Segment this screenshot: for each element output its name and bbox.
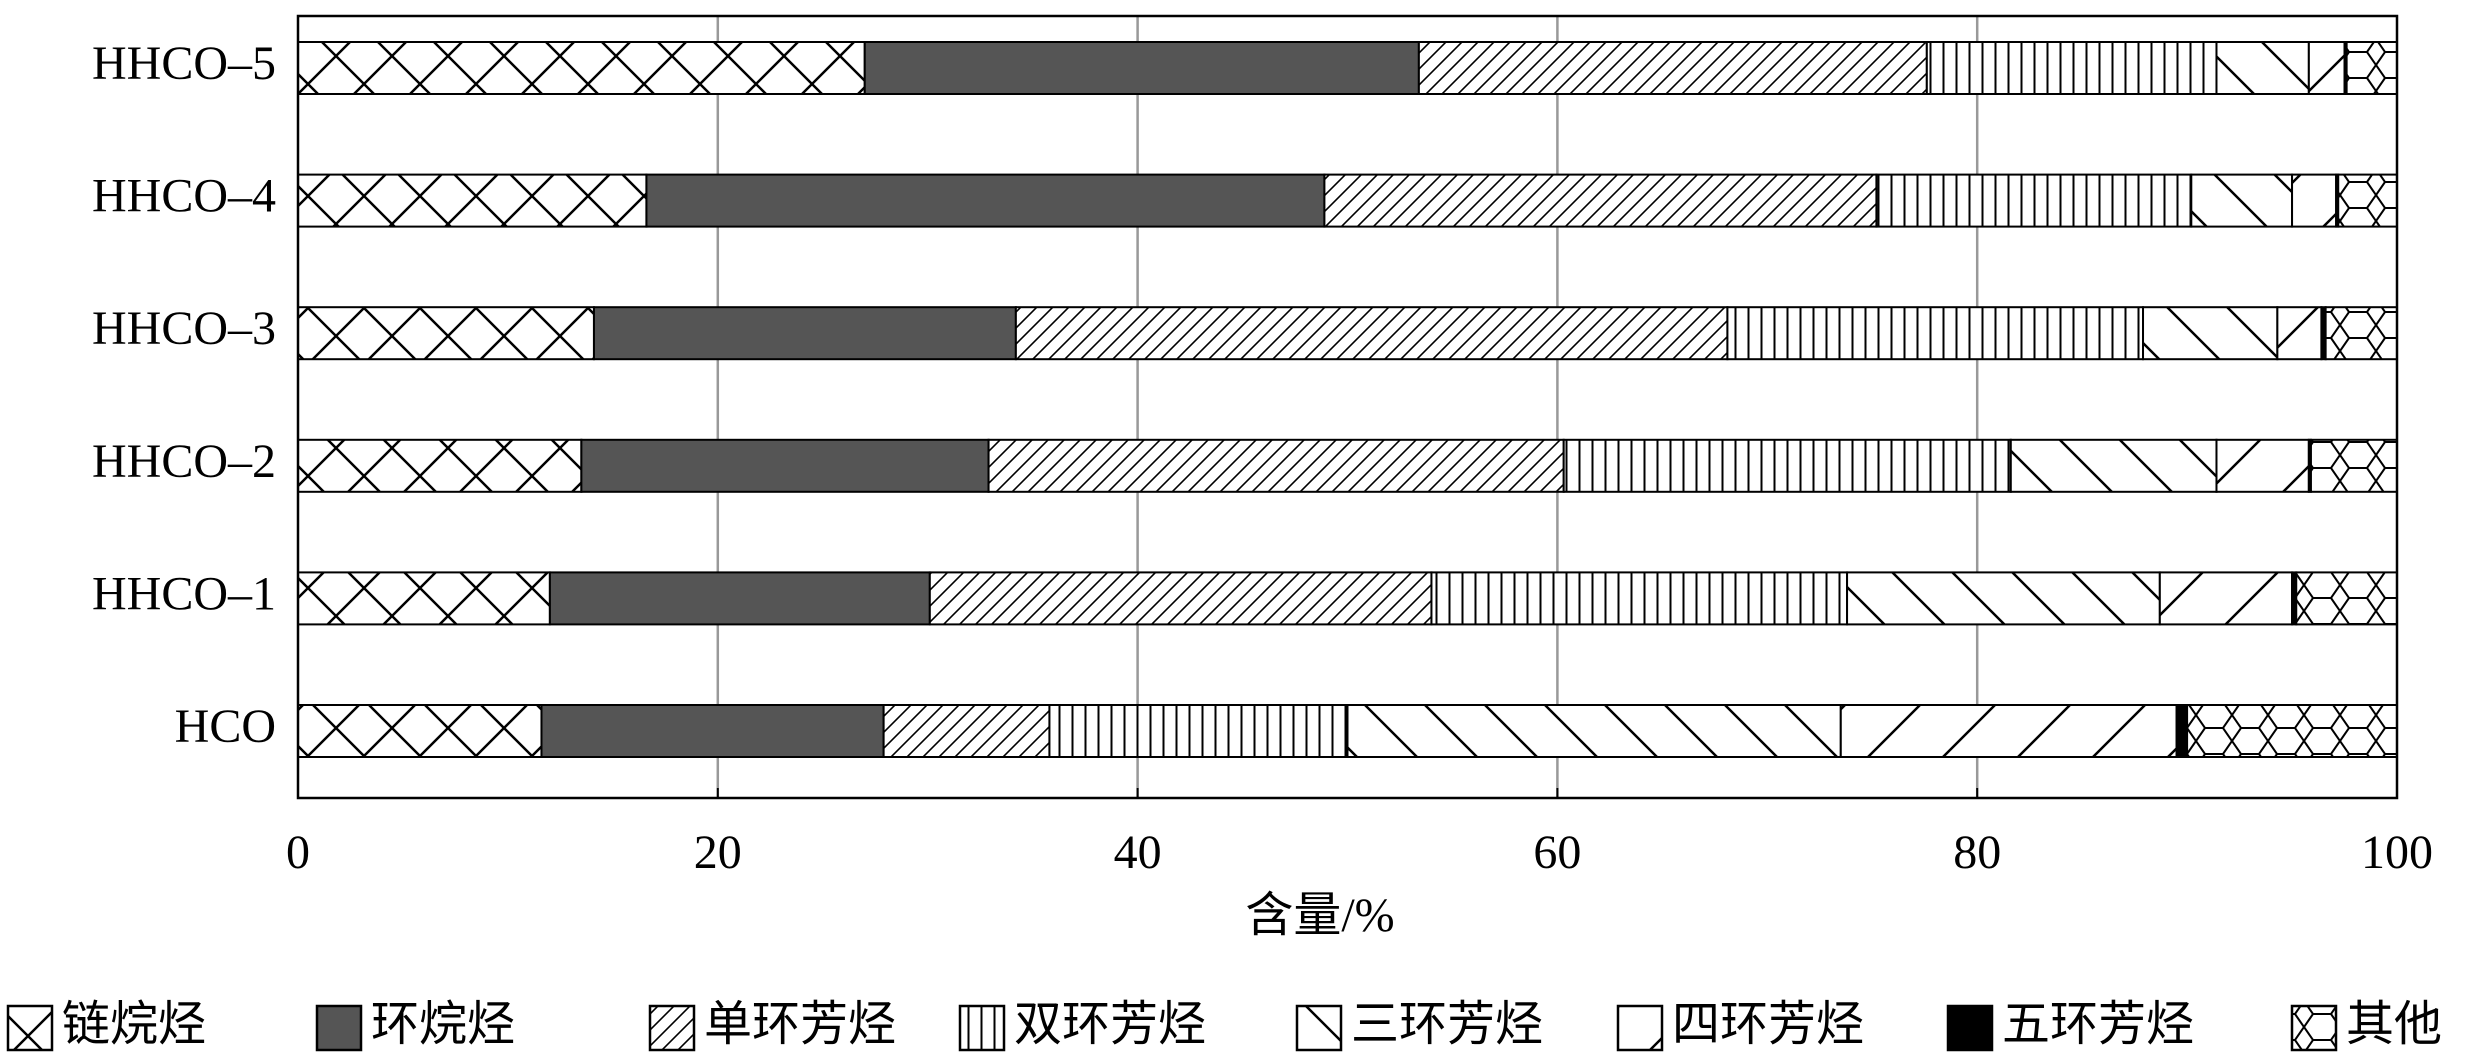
legend-swatch <box>1295 1004 1343 1052</box>
bar-segment <box>2215 438 2310 493</box>
x-tick-label: 60 <box>1533 826 1581 879</box>
legend-swatch <box>648 1004 696 1052</box>
bar-segment <box>2324 306 2399 361</box>
x-tick-label: 100 <box>2361 826 2433 879</box>
legend-label: 五环芳烃 <box>2002 998 2194 1051</box>
legend-swatch <box>6 1004 54 1052</box>
x-axis-label: 含量/% <box>1245 889 1394 942</box>
bar-segment <box>1839 704 2178 758</box>
legend-swatch <box>315 1004 363 1052</box>
bar-segment <box>580 438 990 493</box>
legend-swatch <box>1946 1004 1994 1052</box>
bar-segment <box>297 571 551 626</box>
bar-segment <box>2215 41 2310 95</box>
bar-segment <box>1323 173 1878 228</box>
bar-segment <box>2276 306 2323 361</box>
legend-swatch <box>1616 1004 1664 1052</box>
bar-segment <box>1417 41 1928 95</box>
x-tick-label: 40 <box>1114 826 1162 879</box>
bar-segment <box>1430 571 1849 626</box>
legend-swatch <box>958 1004 1006 1052</box>
bar-segment <box>2142 306 2279 361</box>
bar-segment <box>592 306 1017 361</box>
bar-segment <box>928 571 1433 626</box>
y-tick-label: HHCO–3 <box>92 302 276 355</box>
bar-segment <box>2190 173 2294 228</box>
bar-segment <box>863 41 1420 95</box>
y-tick-label: HCO <box>175 700 276 753</box>
bar-segment <box>1048 704 1349 758</box>
bar-segment <box>1562 438 2012 493</box>
bar-segment <box>297 438 583 493</box>
bar-segment <box>2345 41 2399 95</box>
legend-label: 三环芳烃 <box>1351 998 1543 1051</box>
legend-label: 单环芳烃 <box>704 998 896 1051</box>
bar-segment <box>987 438 1565 493</box>
bar-segment <box>2186 704 2399 758</box>
bar-segment <box>2291 173 2338 228</box>
x-tick-label: 0 <box>286 826 310 879</box>
bar-segment <box>2309 438 2398 493</box>
legend-label: 双环芳烃 <box>1014 998 1206 1051</box>
bar-segment <box>645 173 1326 228</box>
bar-segment <box>1875 173 2193 228</box>
bar-segment <box>297 173 648 228</box>
bar-segment <box>1925 41 2218 95</box>
bar-segment <box>297 41 866 95</box>
legend-swatch <box>2290 1004 2338 1052</box>
bar-segment <box>2175 704 2189 758</box>
legend-label: 其他 <box>2346 998 2442 1051</box>
x-tick-label: 20 <box>694 826 742 879</box>
y-tick-label: HHCO–5 <box>92 37 276 90</box>
bar-segment <box>2158 571 2294 626</box>
legend-label: 四环芳烃 <box>1672 998 1864 1051</box>
bar-segment <box>1726 306 2145 361</box>
bar-segment <box>2295 571 2399 626</box>
bar-segment <box>1346 704 1842 758</box>
bar-segment <box>2307 41 2346 95</box>
bar-segment <box>1014 306 1729 361</box>
plot-frame <box>296 14 2399 800</box>
bar-segment <box>2337 173 2399 228</box>
y-tick-label: HHCO–4 <box>92 170 276 223</box>
legend-label: 链烷烃 <box>62 998 206 1051</box>
bar-segment <box>297 704 543 758</box>
bar-segment <box>540 704 885 758</box>
bar-segment <box>882 704 1051 758</box>
y-tick-label: HHCO–2 <box>92 435 276 488</box>
bar-segment <box>548 571 931 626</box>
bar-segment <box>2009 438 2218 493</box>
bar-segment <box>297 306 595 361</box>
x-tick-label: 80 <box>1953 826 2001 879</box>
legend-label: 环烷烃 <box>371 998 515 1051</box>
y-tick-label: HHCO–1 <box>92 567 276 620</box>
bar-segment <box>1846 571 2161 626</box>
